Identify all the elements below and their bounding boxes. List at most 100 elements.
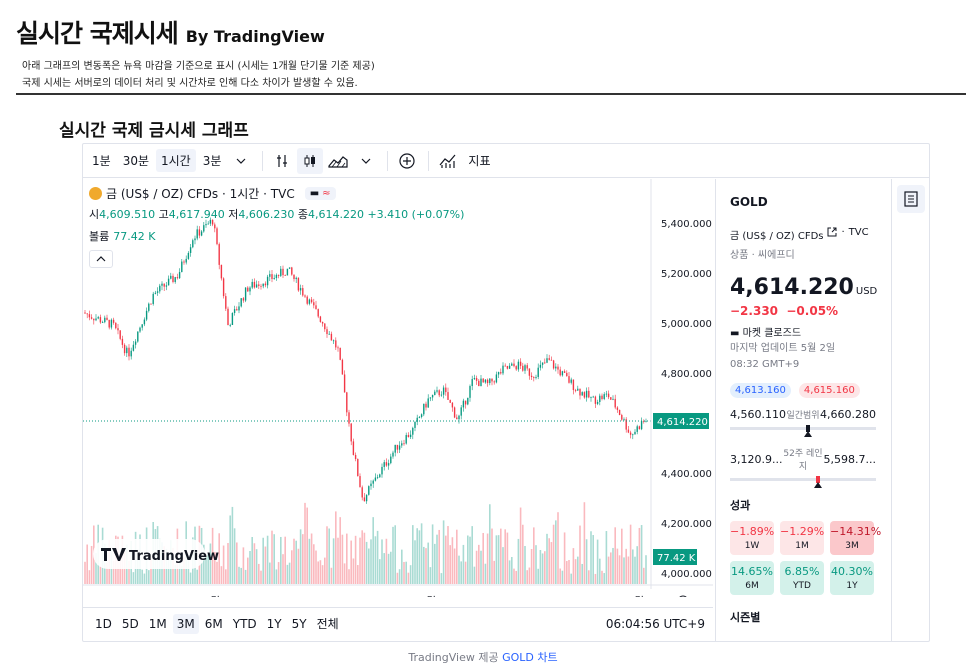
low-value: 4,606.230 <box>238 208 295 221</box>
volume-bar <box>414 540 416 584</box>
candle-body <box>275 274 278 279</box>
minus-icon: ▬ <box>309 188 320 199</box>
volume-bar <box>244 569 247 584</box>
interval-3m[interactable]: 3분 <box>202 154 222 168</box>
candle-body <box>614 398 616 408</box>
volume-bar <box>196 569 198 584</box>
candle-body <box>86 313 88 315</box>
candles-icon[interactable] <box>297 147 324 174</box>
interval-1m[interactable]: 1분 <box>92 154 111 168</box>
legend-collapse-button[interactable] <box>89 250 113 268</box>
volume-bar <box>460 561 462 584</box>
candle-body <box>203 225 205 232</box>
range-all[interactable]: 전체 <box>316 617 339 631</box>
performance-cell-3m[interactable]: −14.31% 3M <box>830 521 881 555</box>
area-chart-icon[interactable] <box>325 148 351 174</box>
page-title: 실시간 국제시세 By TradingView <box>16 14 966 50</box>
range-3m[interactable]: 3M <box>172 613 199 634</box>
chart-pane[interactable]: 5,400.000 5,200.000 5,000.000 4,800.000 … <box>83 179 713 634</box>
candle-body <box>262 283 264 287</box>
volume-bar <box>605 531 608 584</box>
volume-bar <box>427 542 429 584</box>
toolbar-separator <box>428 150 430 171</box>
candle-body <box>403 443 405 445</box>
indicators-button[interactable]: 지표 <box>468 154 491 168</box>
settings-gear-icon[interactable] <box>678 595 688 597</box>
candle-body <box>407 435 410 438</box>
performance-cell-1w[interactable]: −1.89% 1W <box>730 521 774 555</box>
candle-body <box>541 362 544 365</box>
candle-body <box>247 287 249 292</box>
performance-cell-1y[interactable]: 40.30% 1Y <box>830 561 874 595</box>
volume-bar <box>440 573 443 584</box>
candle-body <box>240 298 242 307</box>
volume-bar <box>592 535 594 584</box>
range-1y[interactable]: 1Y <box>266 616 282 631</box>
legend-symbol[interactable]: 금 (US$ / OZ) CFDs · 1시간 · TVC <box>106 187 295 201</box>
volume-bar <box>423 546 425 584</box>
performance-cell-6m[interactable]: 14.65% 6M <box>730 561 774 595</box>
volume-bar <box>286 564 289 584</box>
range-ytd[interactable]: YTD <box>232 616 257 631</box>
range-6m[interactable]: 6M <box>204 616 223 631</box>
w52-range-marker <box>816 476 820 483</box>
interval-30m[interactable]: 30분 <box>122 154 149 168</box>
volume-bar <box>387 553 390 584</box>
candle-body <box>304 295 306 297</box>
volume-bar <box>253 543 256 584</box>
candle-body <box>486 379 489 384</box>
volume-bar <box>313 544 315 584</box>
volume-bar <box>277 562 280 584</box>
candle-body <box>346 392 348 413</box>
indicators-icon[interactable] <box>435 148 461 174</box>
volume-bar <box>383 553 385 584</box>
range-5d[interactable]: 5D <box>121 616 139 631</box>
external-link-icon[interactable] <box>827 227 837 237</box>
volume-bar <box>319 560 322 584</box>
candle-body <box>599 395 601 402</box>
volume-bar <box>405 561 407 584</box>
range-bar: 1D 5D 1M 3M 6M YTD 1Y 5Y 전체 06:04:56 UTC… <box>83 607 713 639</box>
interval-1h[interactable]: 1시간 <box>156 149 196 172</box>
add-compare-icon[interactable] <box>394 148 420 174</box>
candle-body <box>585 390 588 398</box>
compare-bars-icon[interactable] <box>269 148 295 174</box>
chart-type-dropdown-icon[interactable] <box>353 148 379 174</box>
interval-dropdown-icon[interactable] <box>228 148 254 174</box>
update-line-1: 마지막 업데이트 5월 2일 <box>730 343 836 354</box>
day-low: 4,560.110 <box>730 408 786 421</box>
volume-bar <box>482 532 484 584</box>
update-line-2: 08:32 GMT+9 <box>730 359 800 370</box>
footer-link[interactable]: GOLD 차트 <box>502 651 558 664</box>
symbol-name[interactable]: GOLD <box>730 195 768 209</box>
price-chart[interactable]: 5,400.000 5,200.000 5,000.000 4,800.000 … <box>83 179 713 597</box>
change-value: +3.410 (+0.07%) <box>367 208 465 221</box>
volume-bar <box>251 537 253 584</box>
chart-clock[interactable]: 06:04:56 UTC+9 <box>605 616 705 631</box>
candle-body <box>310 299 313 303</box>
volume-bar <box>401 549 403 584</box>
candle-body <box>530 375 533 378</box>
price-change: −2.330 −0.05% <box>730 304 891 318</box>
candle-body <box>231 313 234 325</box>
volume-bar <box>550 542 553 584</box>
candle-body <box>128 347 130 357</box>
volume-bar <box>275 569 278 584</box>
legend-status-pill[interactable]: ▬ ≈ <box>304 187 336 200</box>
candle-body <box>189 247 192 253</box>
note-line-2: 국제 시세는 서버로의 데이터 처리 및 시간차로 인해 다소 차이가 발생할 … <box>22 78 358 89</box>
range-1m[interactable]: 1M <box>148 616 167 631</box>
details-toggle-button[interactable] <box>897 185 925 213</box>
range-5y[interactable]: 5Y <box>291 616 307 631</box>
volume-bar <box>86 544 88 584</box>
volume-bar <box>583 502 586 584</box>
range-1d[interactable]: 1D <box>95 616 112 631</box>
performance-cell-ytd[interactable]: 6.85% YTD <box>780 561 824 595</box>
candle-body <box>427 398 429 408</box>
volume-bar <box>99 566 102 584</box>
volume-bar <box>368 548 370 584</box>
candle-body <box>583 392 586 398</box>
volume-bar <box>500 528 502 584</box>
candle-body <box>145 310 148 320</box>
performance-cell-1m[interactable]: −1.29% 1M <box>780 521 824 555</box>
